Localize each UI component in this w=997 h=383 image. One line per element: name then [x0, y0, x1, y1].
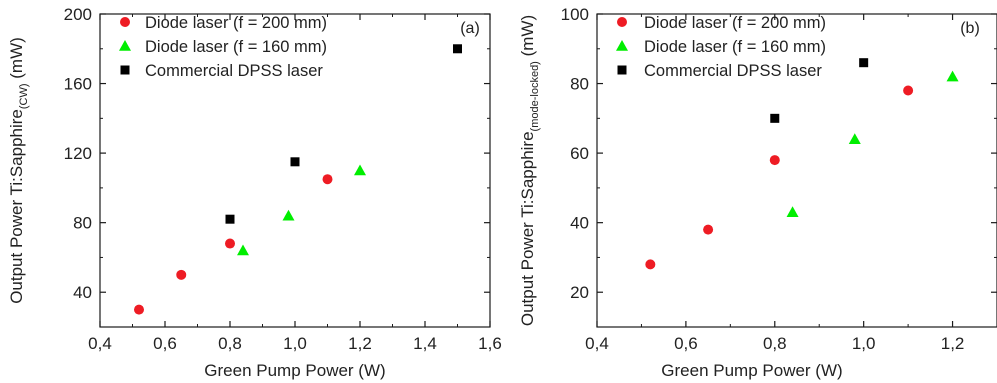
- legend-label: Commercial DPSS laser: [145, 62, 323, 80]
- data-point-circle: [769, 155, 780, 166]
- data-point-circle: [645, 259, 656, 270]
- legend-marker-circle: [617, 17, 627, 27]
- data-point-triangle: [946, 70, 959, 82]
- x-tick-label: 0,4: [88, 334, 112, 353]
- x-tick-label: 0,8: [218, 334, 242, 353]
- data-point-circle: [903, 85, 914, 96]
- chart-panel-a: 0,4 0,6 0,8 1,0 1,2 1,4 1,6 40 80 120 160 200 Green …: [7, 5, 502, 380]
- data-point-square: [453, 44, 462, 54]
- x-tick-label: 0,6: [674, 334, 698, 353]
- legend-marker-square: [120, 65, 130, 75]
- x-tick-label: 0,6: [153, 334, 177, 353]
- data-point-circle: [134, 304, 144, 315]
- y-tick-label: 120: [64, 144, 92, 163]
- data-point-square: [770, 113, 780, 123]
- x-axis-title: Green Pump Power (W): [661, 361, 842, 380]
- legend-label: Diode laser (f = 200 mm): [644, 14, 826, 32]
- x-tick-label: 0,8: [763, 334, 787, 353]
- plot-frame: [99, 13, 491, 328]
- panel-label: (a): [460, 20, 480, 37]
- data-point-triangle: [354, 164, 366, 176]
- y-tick-label: 20: [570, 283, 589, 302]
- legend-label: Diode laser (f = 160 mm): [644, 38, 826, 56]
- x-tick-label: 0,4: [585, 334, 609, 353]
- x-tick-label: 1,4: [413, 334, 437, 353]
- x-tick-label: 1,0: [852, 334, 876, 353]
- data-point-circle: [176, 269, 187, 280]
- y-tick-label: 80: [570, 75, 589, 94]
- data-point-square: [225, 214, 235, 224]
- data-point-circle: [322, 174, 333, 185]
- data-point-triangle: [848, 133, 861, 144]
- data-point-circle: [225, 238, 235, 249]
- data-point-square: [290, 157, 300, 167]
- data-point-triangle: [786, 206, 799, 218]
- data-point-circle: [703, 224, 714, 235]
- y-axis-title: Output Power Ti:Sapphire(mode-locked) (m…: [518, 15, 541, 326]
- x-tick-label: 1,0: [283, 334, 307, 353]
- y-axis-title: Output Power Ti:Sapphire(CW) (mW): [7, 37, 30, 304]
- legend: Diode laser (f = 200 mm) Diode laser (f =…: [616, 14, 826, 80]
- y-tick-label: 80: [73, 214, 92, 233]
- plot-frame: [596, 13, 997, 328]
- legend-label: Diode laser (f = 160 mm): [145, 38, 327, 56]
- legend-marker-circle: [120, 17, 130, 27]
- y-tick-label: 40: [570, 214, 589, 233]
- x-tick-label: 1,6: [478, 334, 502, 353]
- legend-label: Diode laser (f = 200 mm): [145, 14, 327, 32]
- y-tick-label: 160: [64, 75, 92, 94]
- data-point-triangle: [237, 244, 249, 256]
- legend: Diode laser (f = 200 mm) Diode laser (f =…: [119, 14, 327, 80]
- chart-panel-b: 0,4 0,6 0,8 1,0 1,2 20 40 60 80 100 Green Pump Pow…: [518, 5, 997, 380]
- y-tick-label: 60: [570, 144, 589, 163]
- y-tick-label: 40: [73, 283, 92, 302]
- data-point-square: [859, 58, 869, 68]
- y-tick-label: 100: [561, 5, 589, 24]
- legend-marker-triangle: [616, 40, 628, 51]
- legend-marker-triangle: [119, 40, 131, 51]
- x-tick-label: 1,2: [941, 334, 965, 353]
- data-point-triangle: [282, 209, 295, 221]
- legend-marker-square: [617, 65, 627, 75]
- y-tick-label: 200: [64, 5, 92, 24]
- legend-label: Commercial DPSS laser: [644, 62, 822, 80]
- x-axis-title: Green Pump Power (W): [204, 361, 385, 380]
- x-tick-label: 1,2: [348, 334, 372, 353]
- panel-label: (b): [960, 20, 980, 37]
